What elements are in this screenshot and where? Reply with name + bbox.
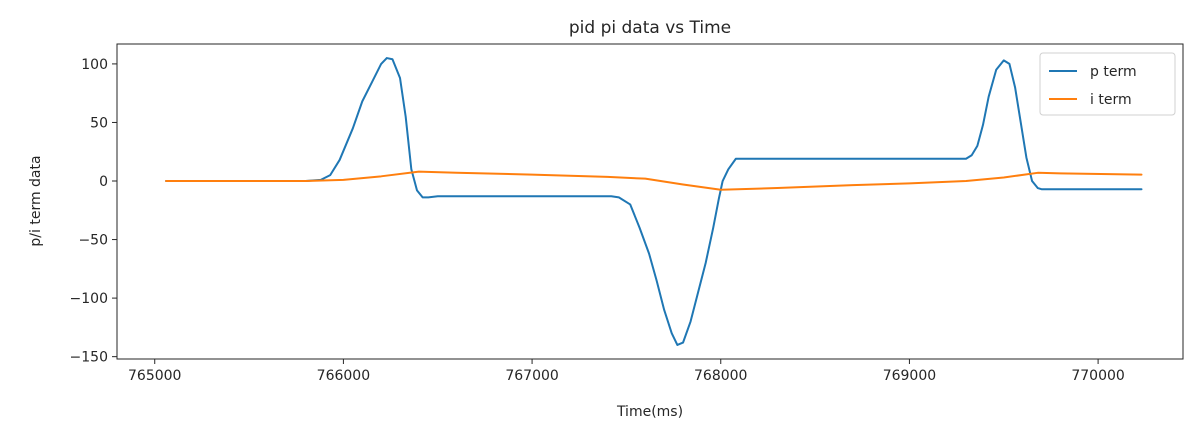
x-tick-label: 768000 [694, 368, 747, 384]
x-tick-label: 765000 [128, 368, 181, 384]
series-layer [165, 57, 1143, 346]
x-tick-label: 767000 [505, 368, 558, 384]
y-tick-label: 0 [99, 174, 108, 190]
x-tick-label: 769000 [883, 368, 936, 384]
series-line-p-term [165, 57, 1143, 346]
x-axis-label: Time(ms) [616, 404, 683, 420]
plot-area [116, 43, 1184, 360]
y-tick-label: 100 [81, 57, 108, 73]
legend: p term i term [1039, 52, 1176, 116]
x-tick-label: 766000 [317, 368, 370, 384]
chart-title: pid pi data vs Time [569, 18, 731, 38]
x-axis: 765000 766000 767000 768000 769000 770000 [128, 359, 1125, 384]
y-tick-label: −100 [70, 291, 108, 307]
y-axis: 100 50 0 −50 −100 −150 [70, 57, 117, 366]
y-tick-label: 50 [90, 115, 108, 131]
series-line-i-term [165, 170, 1143, 191]
x-tick-label: 770000 [1071, 368, 1124, 384]
y-axis-label: p/i term data [28, 155, 44, 246]
y-tick-label: −150 [70, 350, 108, 366]
legend-label-p-term: p term [1090, 64, 1137, 80]
y-tick-label: −50 [78, 233, 108, 249]
legend-label-i-term: i term [1090, 92, 1132, 108]
